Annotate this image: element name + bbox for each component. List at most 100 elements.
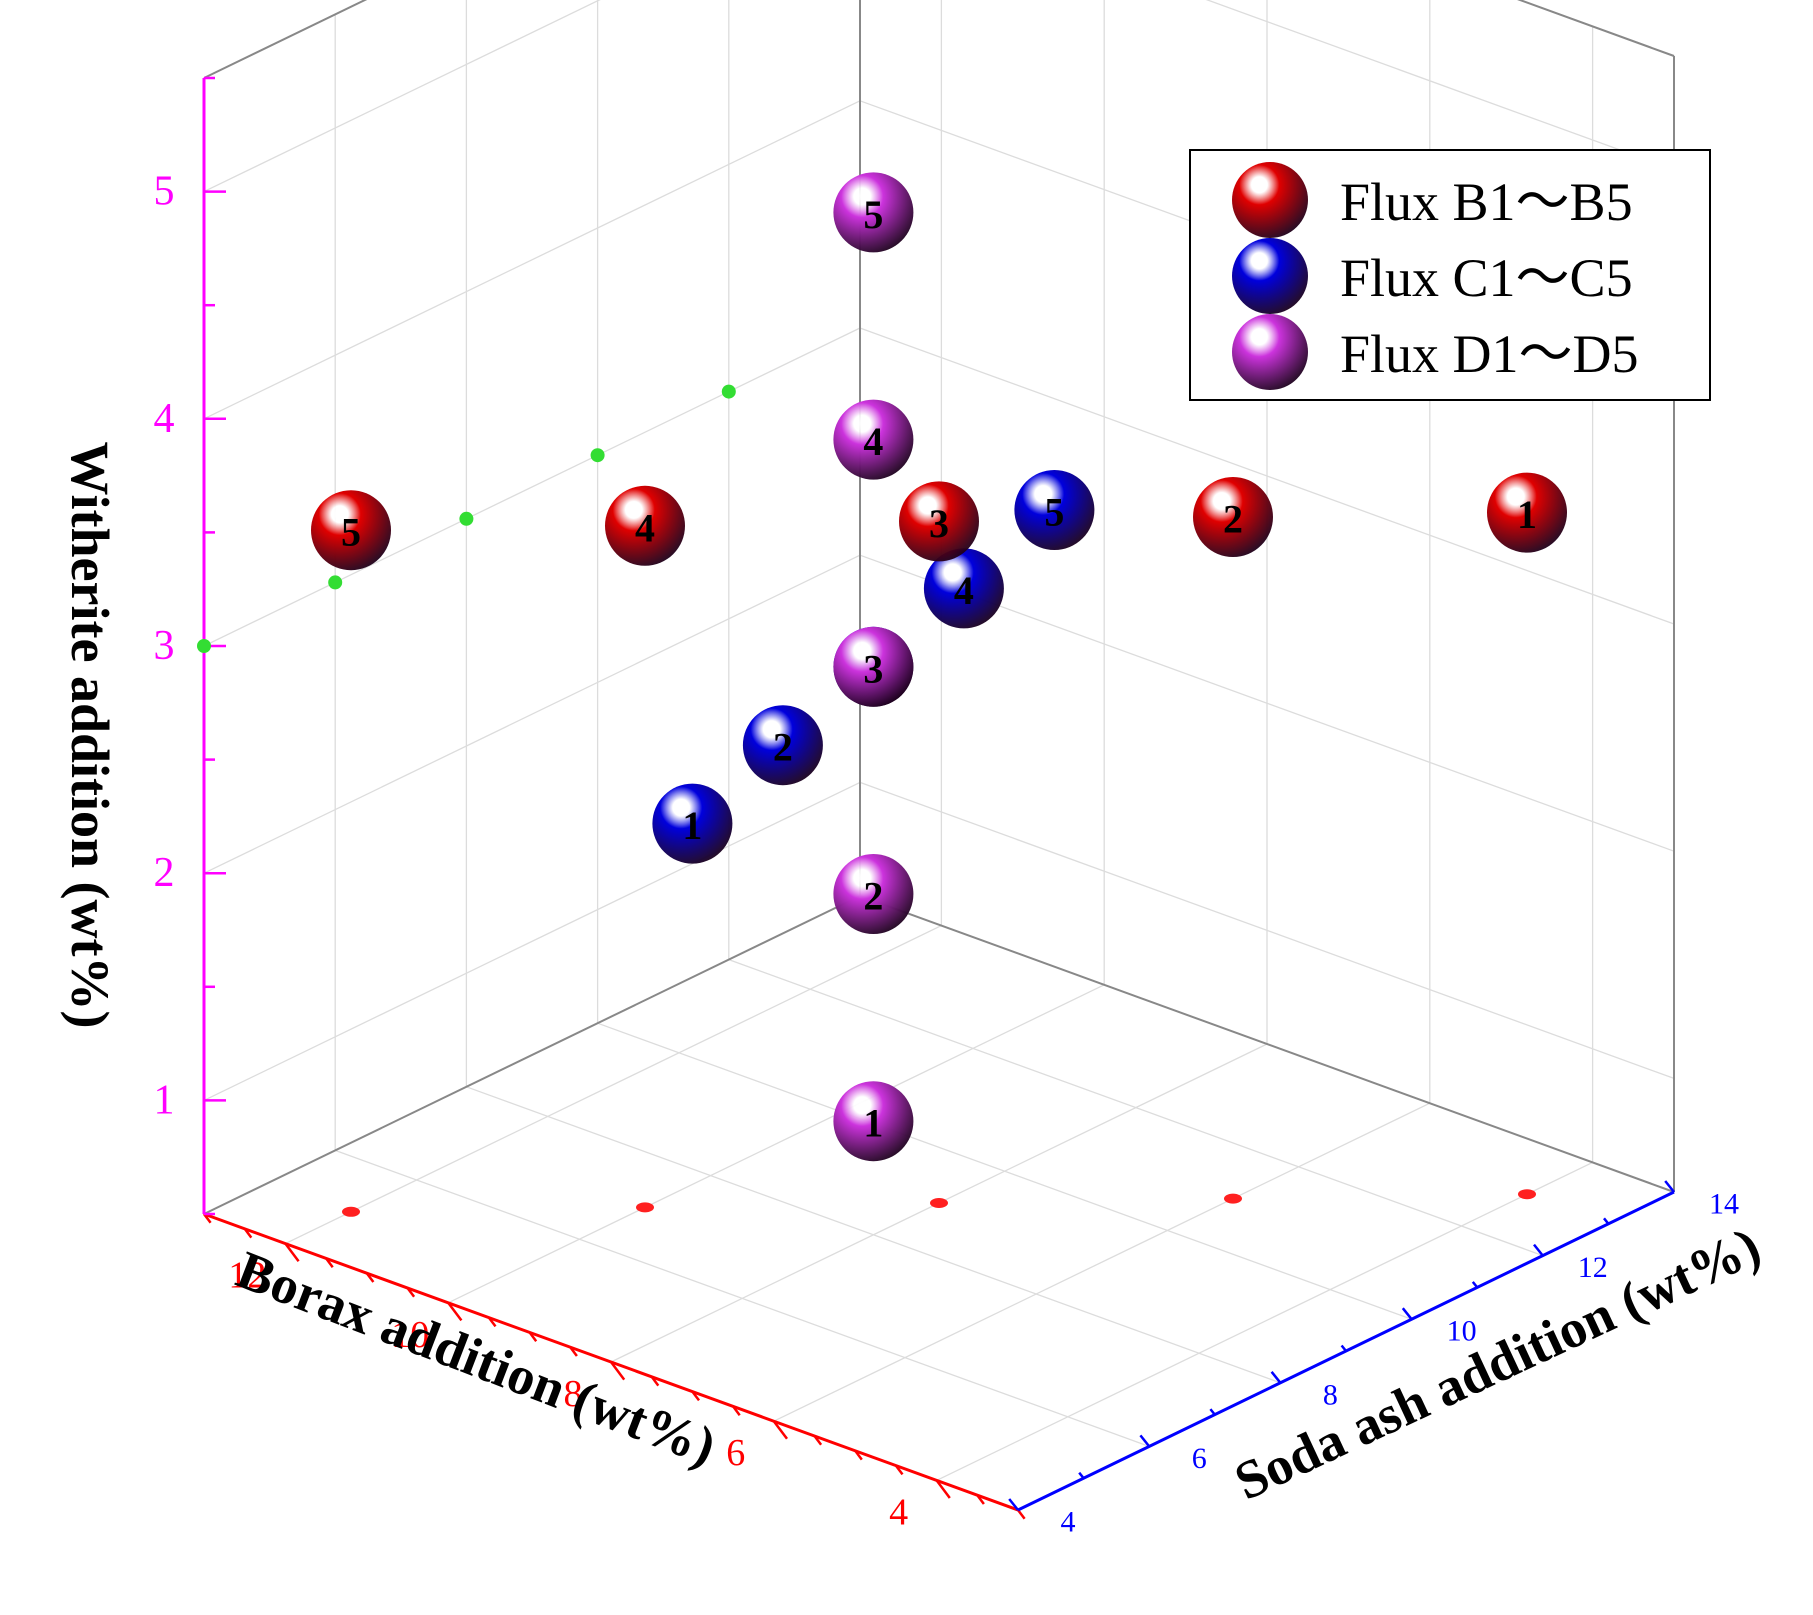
wall-projection-dot bbox=[590, 448, 605, 463]
x-major-tick bbox=[772, 1420, 789, 1440]
frame-edge bbox=[859, 895, 1675, 1193]
z-tick-label: 1 bbox=[154, 1077, 175, 1123]
x-minor-tick bbox=[528, 1331, 538, 1342]
legend-swatch bbox=[1232, 162, 1308, 238]
data-point-label: 3 bbox=[929, 501, 949, 546]
data-point-label: 4 bbox=[863, 419, 883, 464]
data-point-label: 5 bbox=[341, 510, 361, 555]
floor-projection-dot bbox=[342, 1206, 360, 1217]
x-major-tick bbox=[284, 1242, 300, 1262]
data-point-label: 2 bbox=[1223, 497, 1243, 542]
floor-projection-dot bbox=[1518, 1189, 1536, 1200]
data-point: 2 bbox=[742, 705, 823, 786]
y-major-tick bbox=[1270, 1371, 1282, 1384]
x-minor-tick bbox=[406, 1287, 416, 1298]
legend-label: Flux C1～C5 bbox=[1340, 248, 1633, 308]
data-point-label: 1 bbox=[863, 1101, 883, 1146]
x-minor-tick bbox=[691, 1390, 701, 1402]
data-point-sphere bbox=[833, 172, 914, 253]
data-point-label: 5 bbox=[863, 192, 883, 237]
x-minor-tick bbox=[325, 1257, 334, 1268]
y-minor-tick bbox=[1209, 1408, 1216, 1416]
frame-edge bbox=[203, 0, 368, 79]
z-tick-label: 4 bbox=[154, 396, 175, 442]
wall-projection-dot bbox=[328, 575, 343, 590]
x-minor-tick bbox=[487, 1316, 497, 1328]
legend: Flux B1～B5 Flux C1～C5 Flux D1～D5 bbox=[1189, 149, 1711, 401]
data-point-sphere bbox=[899, 481, 979, 562]
frame-edge bbox=[1517, 0, 1675, 57]
y-tick-label: 4 bbox=[1061, 1506, 1076, 1539]
data-point: 2 bbox=[1193, 477, 1273, 557]
data-point-sphere bbox=[833, 626, 914, 707]
wall-gridline-z bbox=[859, 781, 1675, 1080]
y-axis-title: Soda ash addition (wt%) bbox=[1226, 1216, 1769, 1512]
data-point: 5 bbox=[833, 172, 914, 253]
wall-gridline-z bbox=[203, 327, 861, 647]
floor-gridline-y bbox=[466, 1086, 1281, 1384]
y-major-tick bbox=[1533, 1243, 1544, 1257]
data-point-sphere bbox=[833, 399, 914, 480]
y-minor-tick bbox=[1603, 1217, 1610, 1225]
x-tick-label: 10 bbox=[391, 1314, 429, 1356]
floor-gridline-y bbox=[334, 1149, 1150, 1448]
y-tick-label: 10 bbox=[1447, 1315, 1477, 1348]
y-tick-label: 14 bbox=[1709, 1188, 1739, 1221]
wall-projection-dot bbox=[459, 511, 474, 526]
legend-label: Flux B1～B5 bbox=[1340, 172, 1633, 232]
data-point: 4 bbox=[923, 548, 1004, 629]
x-tick-label: 8 bbox=[564, 1373, 583, 1415]
data-point-sphere bbox=[833, 854, 914, 934]
floor-gridline-x bbox=[447, 984, 1105, 1304]
y-major-tick bbox=[1008, 1498, 1019, 1511]
data-point-sphere bbox=[605, 485, 685, 566]
data-point-sphere bbox=[1014, 470, 1095, 550]
floor-projection-dot bbox=[930, 1198, 948, 1208]
y-tick-label: 6 bbox=[1192, 1442, 1207, 1475]
y-major-tick bbox=[1664, 1180, 1675, 1193]
wall-gridline-z bbox=[203, 554, 861, 874]
x-minor-tick bbox=[650, 1376, 660, 1387]
x-tick-label: 12 bbox=[228, 1255, 266, 1297]
wall-gridline-z bbox=[203, 100, 861, 420]
data-point-label: 4 bbox=[954, 568, 974, 613]
floor-gridline-x bbox=[285, 925, 942, 1245]
data-point: 3 bbox=[833, 626, 914, 707]
data-point: 1 bbox=[652, 783, 733, 864]
data-point-label: 1 bbox=[682, 803, 702, 848]
data-point: 3 bbox=[899, 481, 979, 562]
legend-label: Flux D1～D5 bbox=[1340, 324, 1639, 384]
data-point-sphere bbox=[311, 490, 391, 571]
floor-gridline-y bbox=[728, 958, 1544, 1257]
data-point-sphere bbox=[923, 548, 1004, 629]
data-point-sphere bbox=[1193, 477, 1273, 557]
y-minor-tick bbox=[1471, 1281, 1479, 1289]
data-point-label: 5 bbox=[1044, 490, 1064, 535]
z-tick-label: 5 bbox=[154, 169, 175, 215]
x-major-tick bbox=[935, 1479, 951, 1499]
x-minor-tick bbox=[976, 1494, 985, 1505]
data-point-sphere bbox=[652, 783, 733, 864]
data-point: 2 bbox=[833, 854, 914, 934]
floor-gridline-x bbox=[936, 1161, 1593, 1481]
y-minor-tick bbox=[1078, 1471, 1085, 1479]
floor-projection-dot bbox=[636, 1202, 654, 1213]
floor-gridline-y bbox=[597, 1022, 1412, 1320]
x-minor-tick bbox=[569, 1346, 578, 1357]
data-point: 5 bbox=[311, 490, 391, 571]
data-point: 4 bbox=[833, 399, 914, 480]
data-point-label: 1 bbox=[1517, 492, 1537, 537]
wall-gridline-z bbox=[859, 327, 1675, 625]
x-major-tick bbox=[447, 1302, 463, 1322]
y-tick-label: 8 bbox=[1323, 1378, 1338, 1411]
x-tick-label: 4 bbox=[889, 1491, 908, 1533]
x-major-tick bbox=[610, 1361, 626, 1381]
x-minor-tick bbox=[1016, 1509, 1026, 1520]
z-tick-label: 2 bbox=[154, 850, 175, 896]
data-point: 1 bbox=[1487, 472, 1567, 553]
data-point-label: 2 bbox=[773, 725, 793, 770]
wall-gridline-z bbox=[203, 781, 861, 1101]
x-tick-label: 6 bbox=[726, 1432, 745, 1474]
